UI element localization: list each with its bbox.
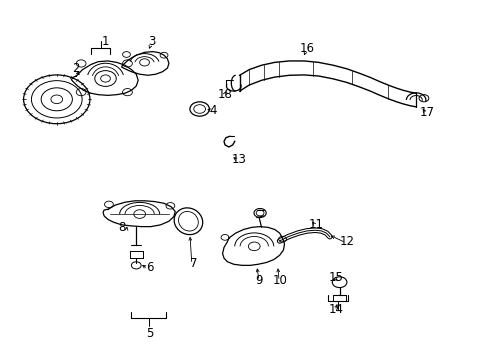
Text: 2: 2: [72, 62, 80, 75]
Text: 16: 16: [299, 41, 314, 54]
Text: 13: 13: [231, 153, 245, 166]
Text: 5: 5: [145, 327, 153, 340]
Text: 11: 11: [308, 218, 324, 231]
Text: 4: 4: [209, 104, 216, 117]
Text: 9: 9: [255, 274, 263, 287]
Text: 18: 18: [217, 88, 232, 101]
Text: 3: 3: [148, 35, 155, 49]
Text: 8: 8: [118, 221, 125, 234]
Text: 12: 12: [339, 235, 354, 248]
Text: 6: 6: [145, 261, 153, 274]
Text: 7: 7: [189, 257, 197, 270]
Text: 10: 10: [272, 274, 287, 287]
Text: 1: 1: [102, 35, 109, 49]
Text: 17: 17: [419, 106, 434, 119]
Text: 14: 14: [328, 303, 343, 316]
Text: 15: 15: [328, 271, 343, 284]
